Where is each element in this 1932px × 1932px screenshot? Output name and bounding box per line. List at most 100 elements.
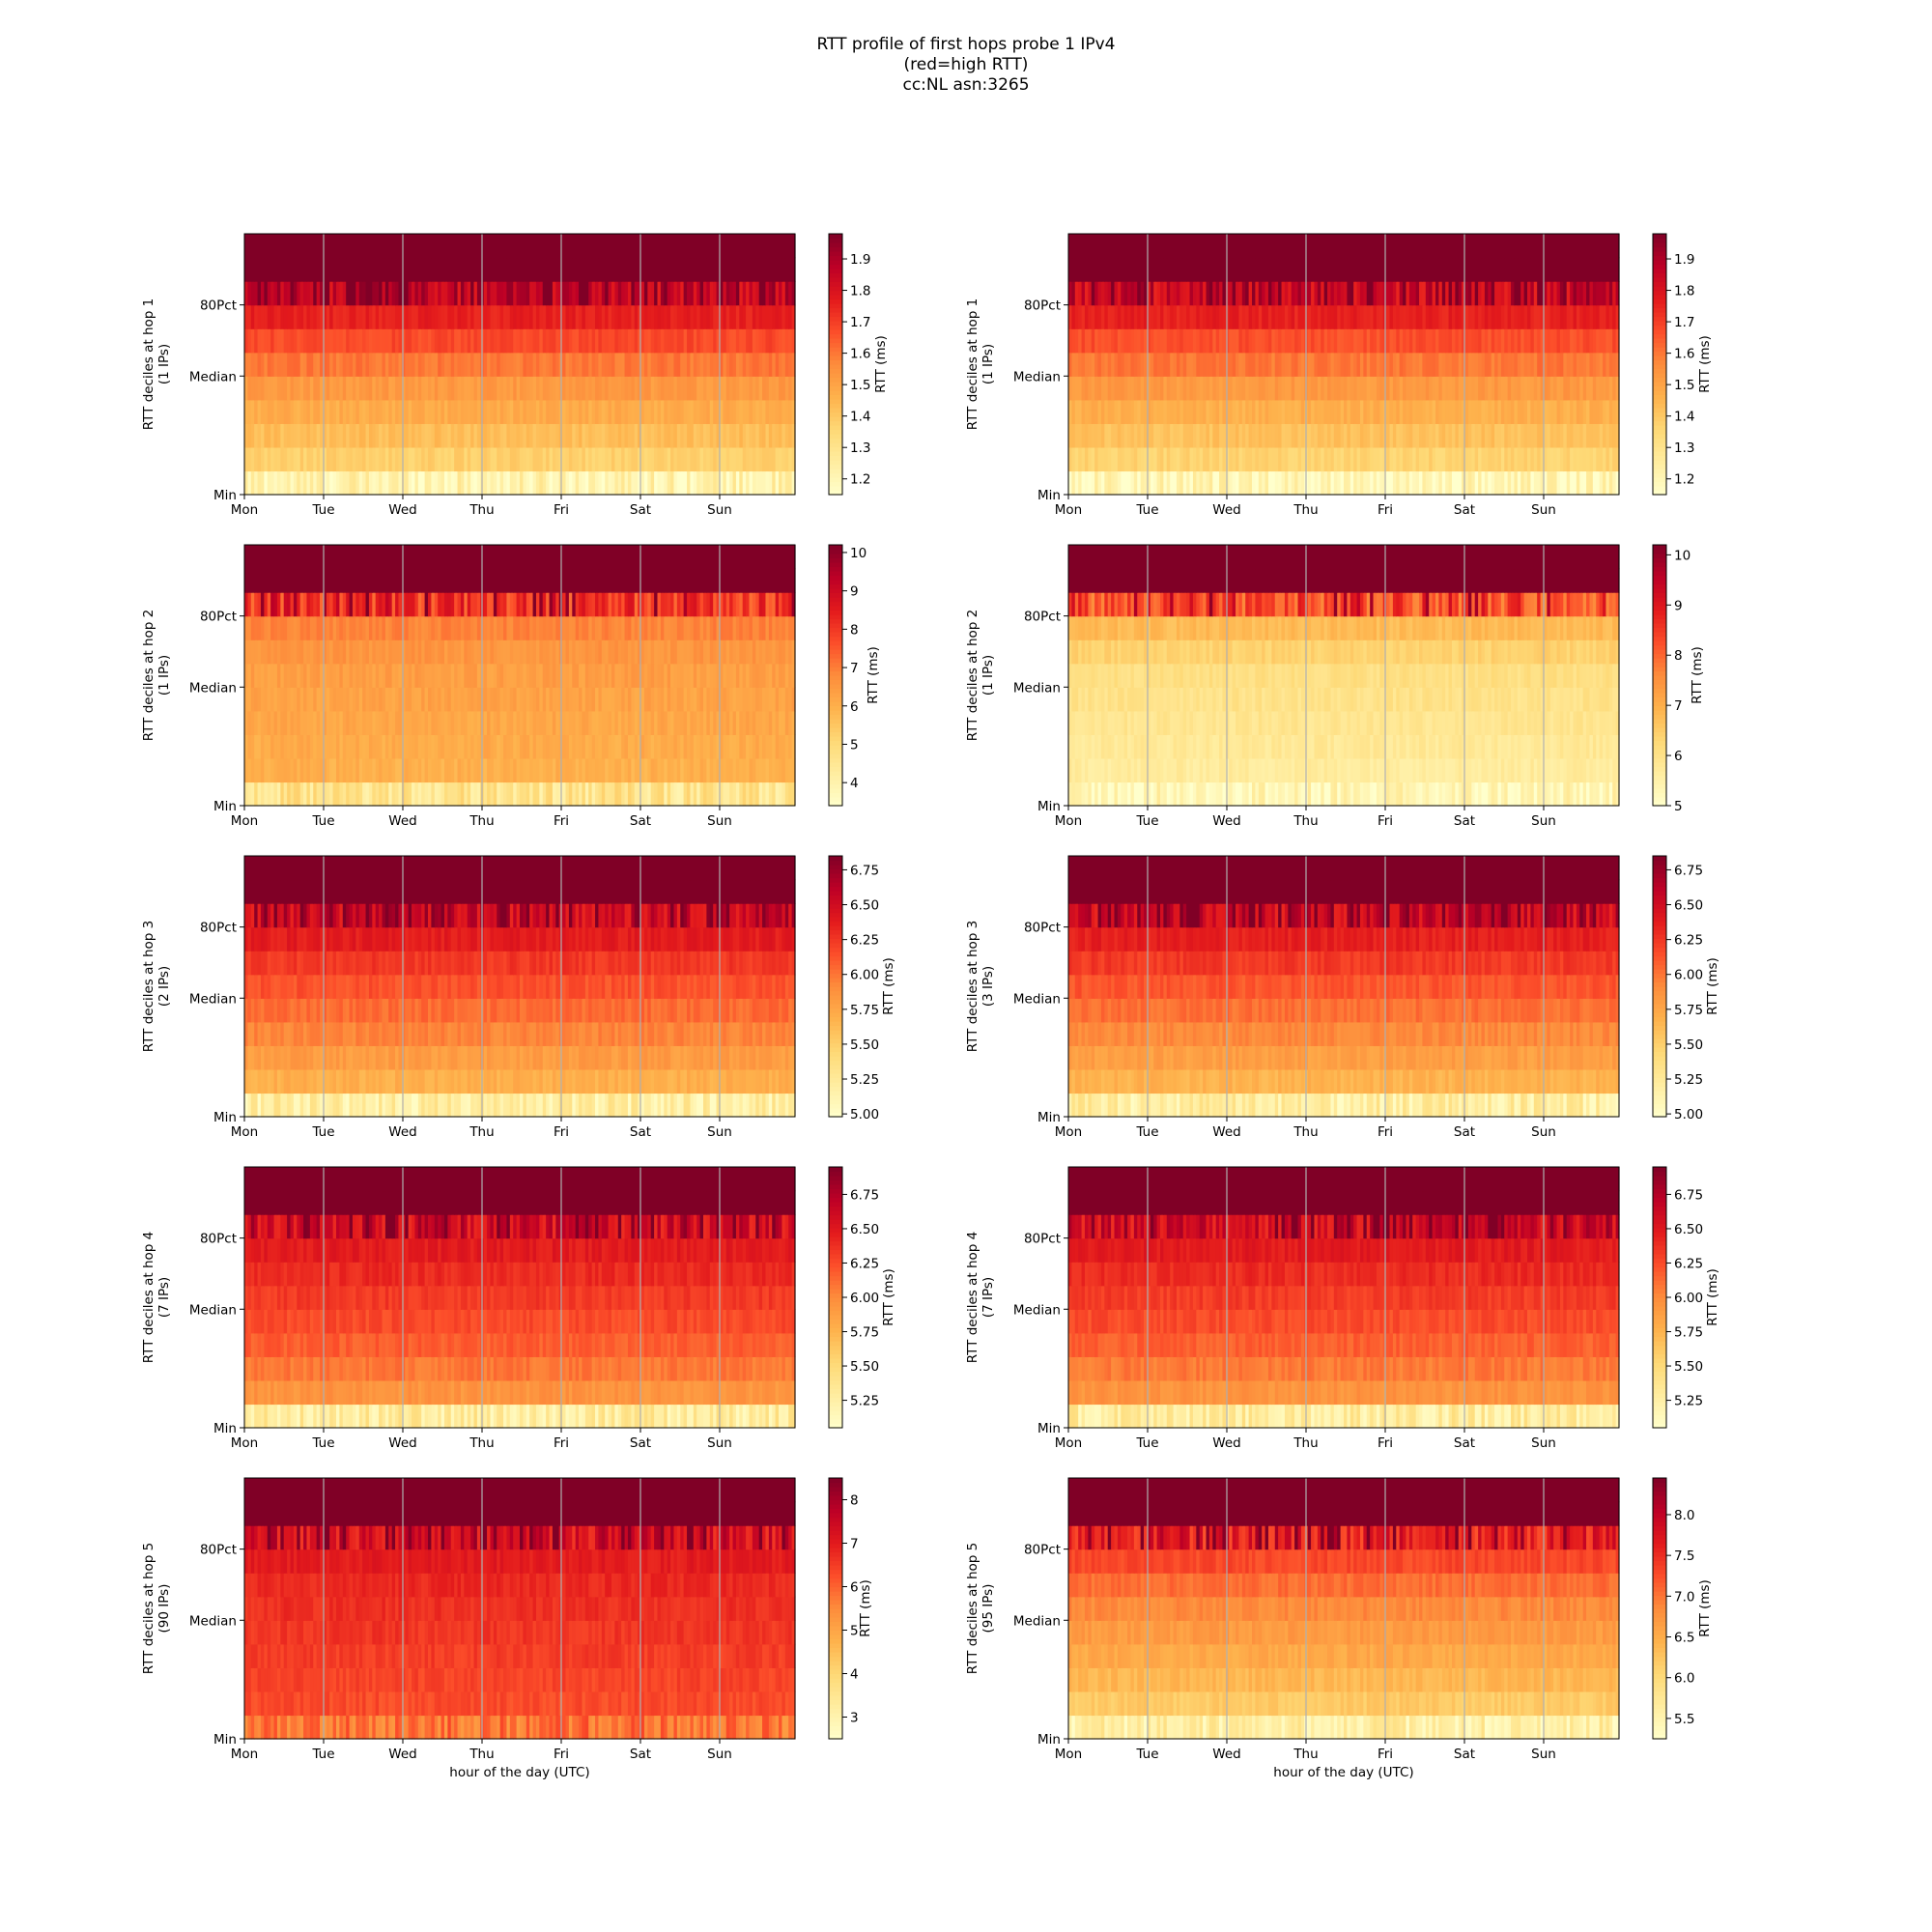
heatmap-cell (434, 376, 439, 401)
colorbar-segment (829, 342, 842, 348)
heatmap-cell (779, 757, 783, 783)
heatmap-cell (1500, 352, 1505, 377)
heatmap-cell (431, 304, 436, 329)
heatmap-cell (440, 352, 445, 377)
colorbar-segment (1653, 264, 1666, 270)
heatmap-cell (1274, 446, 1279, 472)
heatmap-cell (247, 781, 252, 807)
heatmap-cell (621, 281, 626, 306)
heatmap-cell (428, 423, 432, 448)
heatmap-cell (1540, 446, 1545, 472)
heatmap-cell (1208, 304, 1213, 329)
heatmap-cell (723, 399, 727, 424)
heatmap-cell (457, 470, 462, 496)
heatmap-cell (1576, 470, 1580, 496)
heatmap-cell (640, 734, 645, 759)
heatmap-cell (772, 281, 777, 306)
heatmap-cell (244, 757, 248, 783)
heatmap-cell (1603, 304, 1607, 329)
heatmap-cell (306, 446, 311, 472)
heatmap-cell (729, 687, 734, 712)
heatmap-cell (1599, 257, 1604, 282)
heatmap-cell (264, 399, 269, 424)
heatmap-cell (575, 446, 580, 472)
heatmap-cell (368, 352, 373, 377)
heatmap-cell (584, 234, 589, 259)
heatmap-cell (1582, 470, 1587, 496)
heatmap-cell (250, 663, 255, 688)
heatmap-cell (270, 328, 275, 354)
heatmap-cell (414, 687, 419, 712)
heatmap-cell (1288, 304, 1293, 329)
heatmap-cell (332, 757, 337, 783)
heatmap-cell (535, 376, 540, 401)
heatmap-cell (483, 423, 488, 448)
heatmap-cell (683, 423, 688, 448)
heatmap-cell (673, 710, 678, 735)
colorbar-segment (829, 377, 842, 383)
heatmap-cell (412, 328, 416, 354)
figure-title-line-1: RTT profile of first hops probe 1 IPv4 (816, 35, 1116, 54)
heatmap-cell (687, 376, 692, 401)
heatmap-cell (1208, 423, 1213, 448)
heatmap-cell (1182, 446, 1187, 472)
heatmap-cell (417, 376, 422, 401)
heatmap-cell (1451, 304, 1456, 329)
heatmap-cell (643, 257, 648, 282)
heatmap-cell (1094, 423, 1099, 448)
heatmap-cell (526, 687, 530, 712)
heatmap-cell (768, 352, 773, 377)
heatmap-cell (1543, 304, 1548, 329)
heatmap-cell (460, 399, 465, 424)
heatmap-cell (614, 423, 619, 448)
heatmap-cell (735, 781, 740, 807)
heatmap-cell (716, 734, 721, 759)
heatmap-cell (1599, 446, 1604, 472)
heatmap-cell (591, 687, 596, 712)
heatmap-cell (1429, 423, 1434, 448)
heatmap-cell (568, 781, 573, 807)
heatmap-cell (250, 328, 255, 354)
heatmap-cell (1389, 257, 1394, 282)
heatmap-cell (362, 304, 367, 329)
heatmap-cell (529, 663, 534, 688)
heatmap-cell (352, 687, 356, 712)
heatmap-cell (1412, 470, 1417, 496)
heatmap-cell (775, 687, 780, 712)
heatmap-cell (438, 734, 442, 759)
heatmap-cell (287, 663, 292, 688)
heatmap-cell (1291, 470, 1295, 496)
heatmap-cell (650, 234, 655, 259)
heatmap-cell (464, 304, 469, 329)
heatmap-cell (1278, 470, 1283, 496)
heatmap-cell (1478, 399, 1483, 424)
heatmap-cell (762, 399, 767, 424)
heatmap-cell (424, 663, 429, 688)
heatmap-cell (1264, 257, 1269, 282)
heatmap-cell (260, 304, 265, 329)
heatmap-cell (1133, 423, 1138, 448)
heatmap-cell (660, 257, 665, 282)
heatmap-cell (1514, 257, 1519, 282)
heatmap-cell (568, 304, 573, 329)
heatmap-cell (1415, 446, 1420, 472)
heatmap-cell (1592, 376, 1597, 401)
heatmap-cell (1566, 399, 1571, 424)
heatmap-cell (450, 663, 455, 688)
heatmap-cell (1408, 328, 1413, 354)
heatmap-cell (1176, 446, 1180, 472)
heatmap-cell (1255, 376, 1260, 401)
heatmap-cell (493, 470, 497, 496)
heatmap-cell (1232, 304, 1236, 329)
heatmap-cell (1517, 446, 1521, 472)
heatmap-cell (513, 352, 518, 377)
heatmap-cell (365, 376, 370, 401)
heatmap-cell (260, 663, 265, 688)
heatmap-cell (676, 710, 681, 735)
heatmap-cell (1163, 257, 1168, 282)
heatmap-cell (384, 257, 389, 282)
heatmap-cell (1491, 399, 1495, 424)
heatmap-cell (582, 734, 586, 759)
heatmap-cell (640, 376, 645, 401)
heatmap-cell (513, 687, 518, 712)
